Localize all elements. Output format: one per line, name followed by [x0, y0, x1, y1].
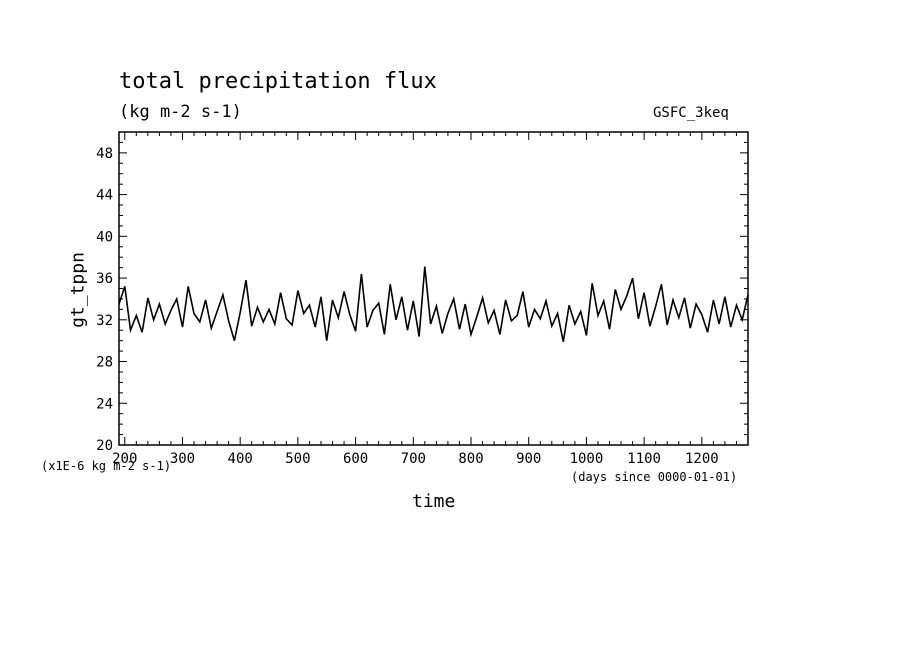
- series-line: [118, 266, 749, 342]
- x-axis-label: time: [412, 491, 456, 512]
- y-tick-label: 36: [96, 271, 113, 287]
- y-tick-label: 28: [96, 355, 113, 371]
- y-tick-label: 44: [96, 188, 113, 204]
- x-tick-label: 1200: [685, 451, 719, 467]
- y-tick-label: 20: [96, 438, 113, 454]
- x-tick-label: 300: [170, 451, 195, 467]
- x-tick-label: 1100: [627, 451, 661, 467]
- x-tick-label: 1000: [570, 451, 604, 467]
- y-tick-label: 40: [96, 229, 113, 245]
- axis-tick-labels: 200 300 400 500 600 700 800 900 1000 1100 1200 20 24…: [96, 146, 719, 467]
- x-tick-label: 200: [112, 451, 137, 467]
- x-tick-label: 400: [228, 451, 253, 467]
- dataset-tag: GSFC_3keq: [653, 105, 729, 121]
- x-tick-label: 700: [401, 451, 426, 467]
- chart-title: total precipitation flux: [119, 69, 437, 94]
- y-tick-label: 32: [96, 313, 113, 329]
- chart-subtitle: (kg m-2 s-1): [119, 102, 242, 122]
- x-tick-label: 800: [458, 451, 483, 467]
- plot-frame: [118, 131, 749, 446]
- y-scale-note: (x1E-6 kg m-2 s-1): [41, 459, 172, 473]
- y-tick-label: 48: [96, 146, 113, 162]
- axis-ticks: [119, 131, 749, 446]
- x-tick-label: 600: [343, 451, 368, 467]
- x-tick-label: 900: [516, 451, 541, 467]
- x-tick-label: 500: [285, 451, 310, 467]
- x-units-note: (days since 0000-01-01): [571, 470, 738, 484]
- y-tick-label: 24: [96, 396, 113, 412]
